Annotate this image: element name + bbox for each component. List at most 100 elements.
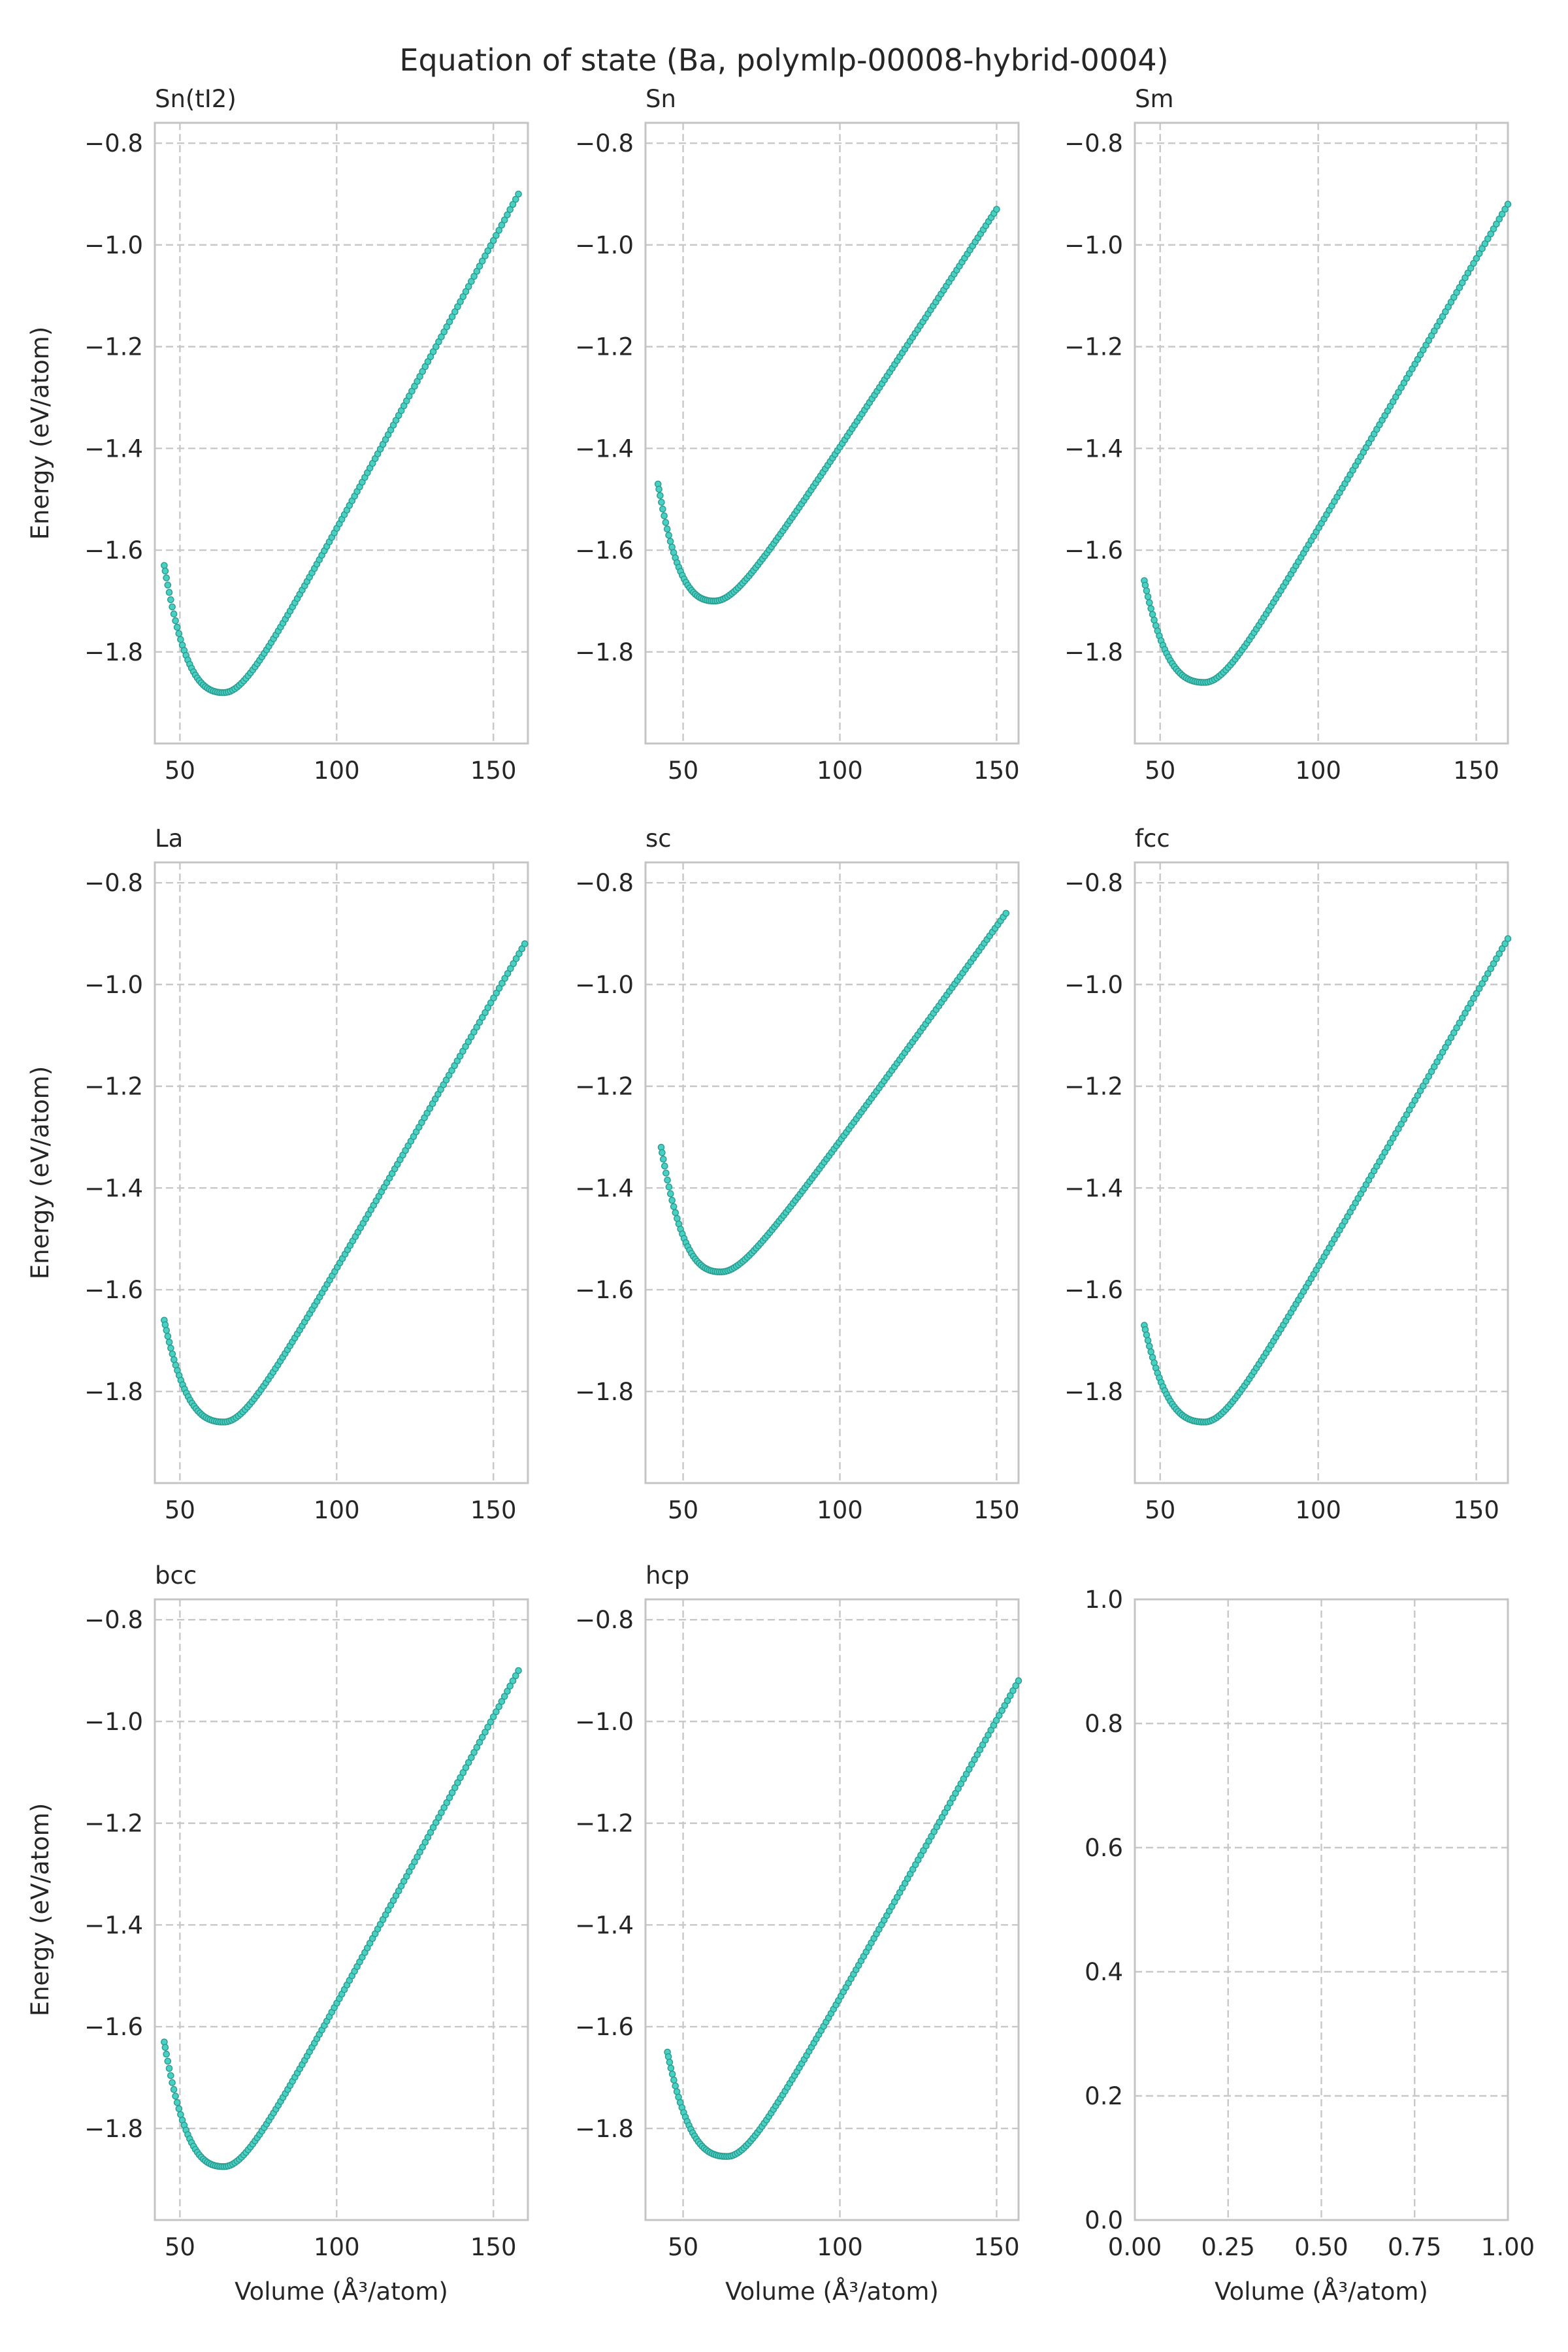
- x-tick-label: 100: [314, 1496, 360, 1524]
- data-point: [1144, 593, 1152, 600]
- data-point: [172, 2093, 179, 2100]
- data-point: [500, 1693, 508, 1700]
- y-tick-label: −1.4: [575, 434, 634, 463]
- x-tick-label: 150: [1453, 1496, 1499, 1524]
- data-point: [1144, 1337, 1152, 1345]
- subplot-title: La: [155, 825, 183, 853]
- data-point: [175, 2105, 183, 2112]
- data-point: [506, 1682, 514, 1690]
- data-point: [478, 1733, 486, 1741]
- data-point: [670, 1203, 678, 1211]
- subplot-title: Sn: [645, 85, 676, 113]
- data-point: [495, 1703, 503, 1710]
- data-point: [661, 1162, 668, 1170]
- data-point: [512, 1672, 519, 1680]
- y-tick-label: −1.2: [84, 1810, 143, 1838]
- y-tick-label: −1.8: [84, 2115, 143, 2143]
- subplot-sc: 50 100 150 −0.8 −1.0 −1.2 −1.4 −1.6 −1.8 sc: [575, 825, 1020, 1524]
- data-point: [1002, 909, 1010, 917]
- y-tick-label: 0.0: [1085, 2206, 1123, 2234]
- x-tick-label: 50: [165, 1496, 195, 1524]
- data-point: [993, 206, 1000, 213]
- data-point: [506, 206, 514, 214]
- x-tick-label: 0.25: [1201, 2233, 1255, 2261]
- x-tick-label: 100: [314, 757, 360, 785]
- x-tick-label: 50: [668, 1496, 698, 1524]
- axes-frame: [1134, 861, 1509, 1484]
- data-point: [493, 1708, 500, 1716]
- x-tick-label: 150: [470, 1496, 517, 1524]
- y-tick-label: −1.4: [1064, 1174, 1123, 1202]
- y-tick-label: −1.8: [575, 638, 634, 666]
- data-point: [662, 519, 670, 527]
- data-point: [655, 485, 662, 493]
- y-tick-label: −1.2: [1064, 1073, 1123, 1101]
- y-tick-label: −1.0: [1064, 971, 1123, 999]
- y-tick-label: −1.2: [575, 1810, 634, 1838]
- data-point: [1501, 940, 1509, 947]
- x-tick-label: 100: [1295, 1496, 1341, 1524]
- data-point: [518, 945, 526, 953]
- data-point: [478, 257, 486, 265]
- y-tick-label: −1.6: [1064, 1276, 1123, 1304]
- data-point: [504, 1688, 511, 1695]
- data-point: [1493, 220, 1500, 228]
- data-point: [500, 216, 508, 224]
- data-point: [1143, 1331, 1151, 1339]
- y-tick-label: −0.8: [575, 869, 634, 897]
- axes-frame: [644, 122, 1020, 745]
- data-point: [165, 1339, 173, 1346]
- data-point: [672, 2082, 679, 2089]
- figure-title: Equation of state (Ba, polymlp-00008-hyb…: [399, 42, 1168, 78]
- axes-frame: [154, 122, 529, 745]
- data-point: [167, 2072, 174, 2080]
- data-point: [665, 1183, 673, 1191]
- y-tick-label: −1.8: [1064, 638, 1123, 666]
- data-point: [495, 227, 503, 234]
- y-tick-label: −1.0: [84, 1708, 143, 1736]
- subplot-grid: 50 100 150 −0.8 −1.0 −1.2 −1.4 −1.6 −1.8 Sn(tI2) E…: [26, 85, 1535, 2306]
- x-tick-label: 1.00: [1481, 2233, 1535, 2261]
- y-tick-label: −1.6: [1064, 536, 1123, 564]
- x-axis-label: Volume (Å³/atom): [1215, 2277, 1428, 2306]
- data-point: [666, 2059, 674, 2066]
- y-tick-label: −0.8: [1064, 869, 1123, 897]
- y-tick-label: −1.8: [84, 638, 143, 666]
- data-point: [175, 630, 183, 638]
- data-point: [164, 581, 172, 589]
- data-point: [163, 574, 170, 581]
- x-tick-label: 100: [817, 2233, 863, 2261]
- data-point: [1504, 201, 1512, 208]
- y-tick-label: −1.0: [84, 971, 143, 999]
- x-axis-label: Volume (Å³/atom): [725, 2277, 939, 2306]
- y-axis-label: Energy (eV/atom): [26, 327, 54, 540]
- x-tick-label: 150: [973, 2233, 1020, 2261]
- data-point: [170, 610, 178, 618]
- x-tick-label: 50: [165, 2233, 195, 2261]
- y-tick-label: 0.4: [1085, 1958, 1123, 1986]
- x-tick-label: 100: [817, 757, 863, 785]
- data-point: [660, 1155, 667, 1163]
- y-tick-label: −0.8: [575, 129, 634, 157]
- data-point: [521, 940, 529, 947]
- y-tick-label: −1.2: [1064, 333, 1123, 361]
- x-tick-label: 0.75: [1388, 2233, 1441, 2261]
- subplot-title: Sm: [1135, 85, 1174, 113]
- data-point: [659, 1149, 666, 1156]
- subplot-bcc: 50 100 150 −0.8 −1.0 −1.2 −1.4 −1.6 −1.8 bcc Energ…: [26, 1561, 529, 2306]
- x-tick-label: 50: [668, 757, 698, 785]
- y-tick-label: −1.0: [84, 231, 143, 259]
- y-tick-label: −1.4: [575, 1174, 634, 1202]
- y-tick-label: −1.0: [1064, 231, 1123, 259]
- y-axis-label: Energy (eV/atom): [26, 1803, 54, 2017]
- y-tick-label: −1.6: [575, 536, 634, 564]
- x-tick-label: 150: [470, 2233, 517, 2261]
- data-point: [1141, 581, 1149, 589]
- data-point: [161, 562, 168, 569]
- y-tick-label: −1.2: [84, 333, 143, 361]
- axes-frame: [154, 861, 529, 1484]
- data-point: [169, 2079, 176, 2086]
- data-point: [165, 2065, 173, 2072]
- data-point: [1501, 205, 1509, 213]
